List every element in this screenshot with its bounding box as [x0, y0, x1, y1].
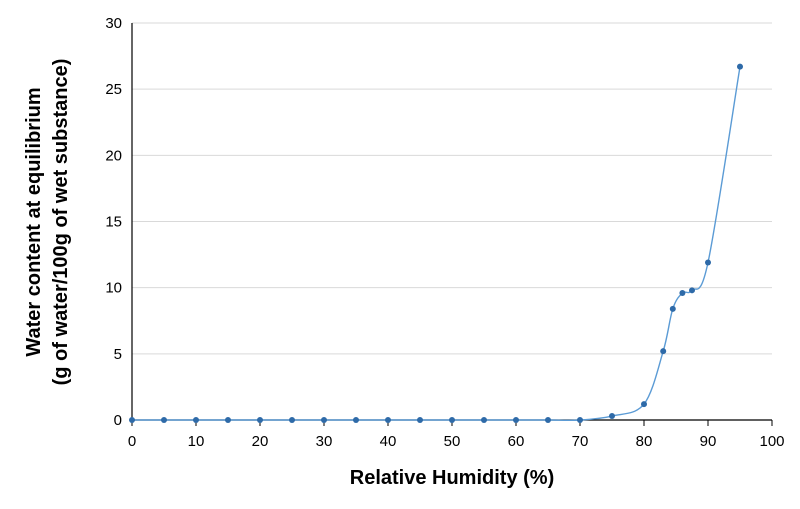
data-point: [513, 417, 519, 423]
x-axis-label: Relative Humidity (%): [350, 467, 554, 489]
data-point: [660, 348, 667, 355]
data-point: [129, 417, 135, 423]
data-point: [609, 413, 615, 420]
x-tick-label: 40: [380, 433, 397, 450]
y-axis-label-line2: (g of water/100g of wet substance): [50, 59, 72, 386]
y-axis-label-line1: Water content at equilibrium: [23, 87, 45, 356]
axes: [131, 23, 773, 426]
y-tick-label: 25: [105, 81, 122, 98]
data-point: [193, 417, 199, 423]
x-tick-label: 0: [128, 433, 136, 450]
x-tick-label: 70: [572, 433, 589, 450]
gridlines: [132, 22, 772, 355]
x-tick-label: 90: [700, 433, 717, 450]
y-tick-label: 30: [105, 15, 122, 32]
data-point: [257, 417, 263, 423]
series: [129, 63, 743, 423]
tick-labels: 0 5 10 15 20 25 30 0 10 20 30 40 50 60 70 80 90 100: [105, 15, 784, 450]
y-tick-label: 0: [114, 412, 122, 429]
data-point: [289, 417, 295, 423]
data-point: [417, 417, 423, 423]
x-tick-label: 60: [508, 433, 525, 450]
y-tick-label: 5: [114, 346, 122, 363]
data-point: [481, 417, 487, 423]
y-tick-label: 15: [105, 214, 122, 231]
data-point: [641, 401, 647, 408]
data-point: [737, 63, 743, 70]
x-tick-label: 10: [188, 433, 205, 450]
data-point: [225, 417, 231, 423]
x-tick-label: 100: [759, 433, 784, 450]
x-tick-label: 30: [316, 433, 333, 450]
x-tick-label: 20: [252, 433, 269, 450]
x-tick-label: 50: [444, 433, 461, 450]
x-tick-label: 80: [636, 433, 653, 450]
data-point: [679, 289, 686, 296]
data-point: [385, 417, 391, 423]
data-point: [449, 417, 455, 423]
data-point: [161, 417, 167, 423]
y-tick-label: 20: [105, 147, 122, 164]
data-point: [545, 417, 551, 423]
series-line: [131, 66, 741, 421]
y-tick-label: 10: [105, 280, 122, 297]
data-point: [353, 417, 359, 423]
data-point: [321, 417, 327, 423]
data-point: [577, 417, 583, 423]
data-point: [669, 305, 676, 312]
data-point: [705, 259, 711, 266]
data-point: [689, 287, 695, 294]
